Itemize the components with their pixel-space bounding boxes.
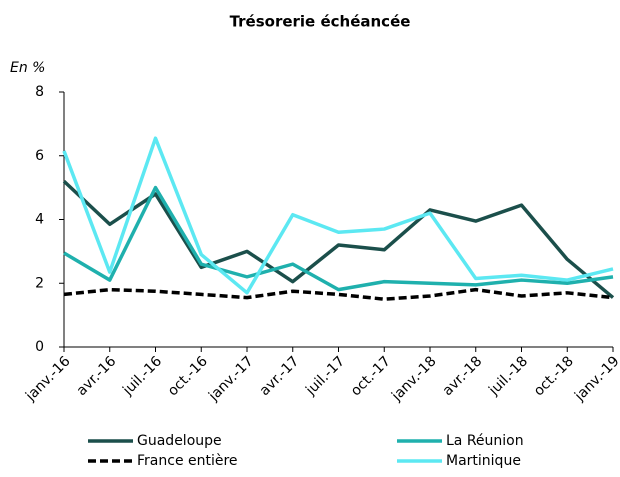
- chart-title: Trésorerie échéancée: [230, 13, 411, 31]
- x-tick-label: avr.-16: [74, 353, 120, 399]
- y-axis-label: En %: [10, 60, 45, 76]
- x-tick-label: avr.-17: [257, 353, 303, 399]
- y-tick-label: 2: [35, 275, 44, 291]
- legend-label: La Réunion: [446, 433, 524, 449]
- y-tick-label: 0: [35, 339, 44, 355]
- x-tick-label: juil.-16: [119, 353, 165, 399]
- y-tick-label: 6: [35, 148, 44, 164]
- y-tick-label: 8: [35, 84, 44, 100]
- x-tick-label: janv.-16: [22, 353, 74, 405]
- x-tick-label: oct.-16: [165, 353, 211, 399]
- x-tick-label: janv.-19: [571, 353, 620, 405]
- line-series: [62, 136, 614, 295]
- x-tick-label: avr.-18: [440, 353, 486, 399]
- x-tick-label: oct.-18: [531, 353, 577, 399]
- legend-label: Guadeloupe: [137, 433, 222, 449]
- x-tick-label: juil.-18: [485, 353, 531, 399]
- line-series: [63, 287, 614, 301]
- line-series: [63, 185, 614, 292]
- x-tick-label: juil.-17: [302, 353, 348, 399]
- x-tick-label: janv.-18: [388, 353, 440, 405]
- x-tick-label: oct.-17: [348, 353, 394, 399]
- legend-label: France entière: [137, 453, 238, 469]
- y-tick-label: 4: [35, 212, 44, 228]
- legend-label: Martinique: [446, 453, 521, 469]
- x-tick-label: janv.-17: [205, 353, 257, 405]
- line-series: [62, 179, 615, 299]
